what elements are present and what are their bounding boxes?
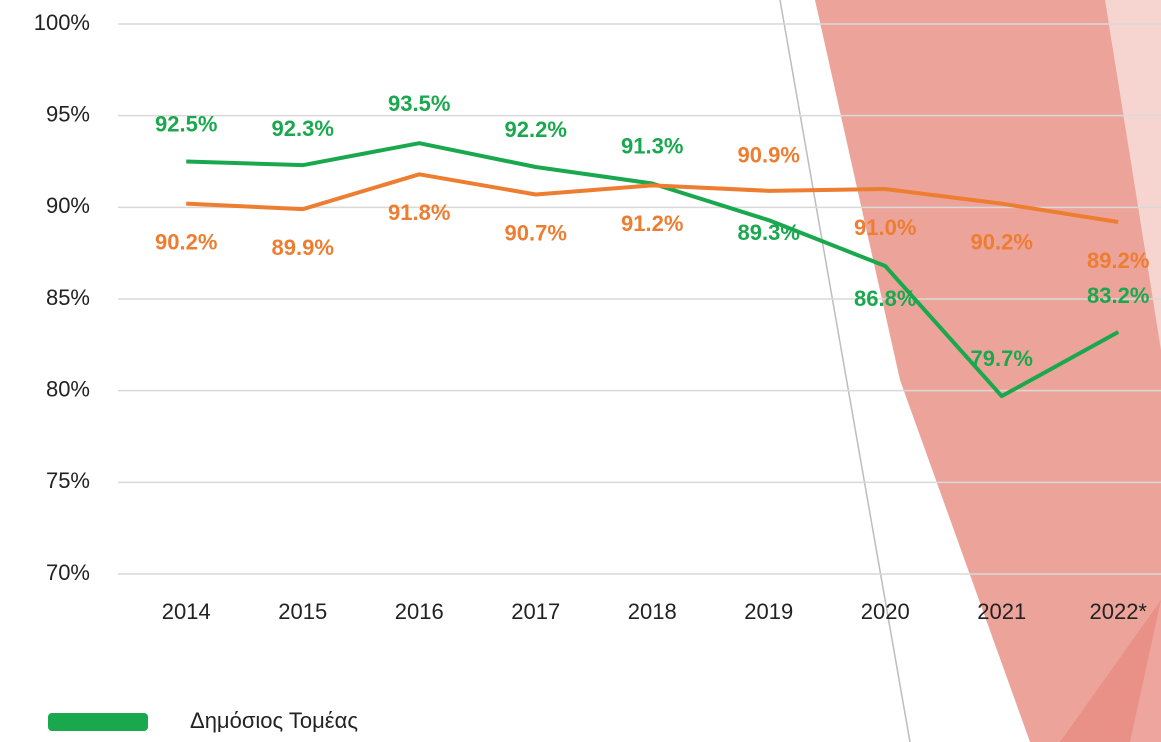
data-label: 90.7% bbox=[505, 220, 567, 245]
x-tick-label: 2016 bbox=[395, 599, 444, 624]
data-label: 89.3% bbox=[738, 220, 800, 245]
y-tick-label: 80% bbox=[46, 376, 90, 401]
y-tick-label: 75% bbox=[46, 468, 90, 493]
background-decoration bbox=[779, 0, 1161, 742]
data-label: 79.7% bbox=[971, 346, 1033, 371]
y-tick-label: 95% bbox=[46, 101, 90, 126]
series-line bbox=[186, 172, 1119, 224]
data-label: 92.5% bbox=[155, 111, 217, 136]
x-tick-label: 2020 bbox=[861, 599, 910, 624]
legend-label: Δημόσιος Τομέας bbox=[190, 708, 358, 733]
data-label: 86.8% bbox=[854, 286, 916, 311]
data-label: 90.2% bbox=[971, 229, 1033, 254]
data-label: 91.2% bbox=[621, 211, 683, 236]
x-tick-label: 2015 bbox=[278, 599, 327, 624]
data-label: 83.2% bbox=[1087, 283, 1149, 308]
y-tick-label: 90% bbox=[46, 193, 90, 218]
x-tick-label: 2022* bbox=[1089, 599, 1147, 624]
data-label: 90.9% bbox=[738, 143, 800, 168]
x-tick-label: 2019 bbox=[744, 599, 793, 624]
x-tick-label: 2018 bbox=[628, 599, 677, 624]
data-label: 92.2% bbox=[505, 117, 567, 142]
legend-swatch bbox=[48, 713, 148, 731]
data-label: 92.3% bbox=[272, 116, 334, 141]
x-tick-label: 2017 bbox=[511, 599, 560, 624]
data-label: 91.3% bbox=[621, 133, 683, 158]
data-label: 91.0% bbox=[854, 215, 916, 240]
y-tick-label: 85% bbox=[46, 285, 90, 310]
x-tick-label: 2021 bbox=[977, 599, 1026, 624]
data-label: 89.2% bbox=[1087, 248, 1149, 273]
x-tick-label: 2014 bbox=[162, 599, 211, 624]
y-tick-label: 70% bbox=[46, 560, 90, 585]
data-label: 90.2% bbox=[155, 229, 217, 254]
data-label: 91.8% bbox=[388, 200, 450, 225]
data-label: 89.9% bbox=[272, 235, 334, 260]
data-label: 93.5% bbox=[388, 91, 450, 116]
y-tick-label: 100% bbox=[34, 10, 90, 35]
